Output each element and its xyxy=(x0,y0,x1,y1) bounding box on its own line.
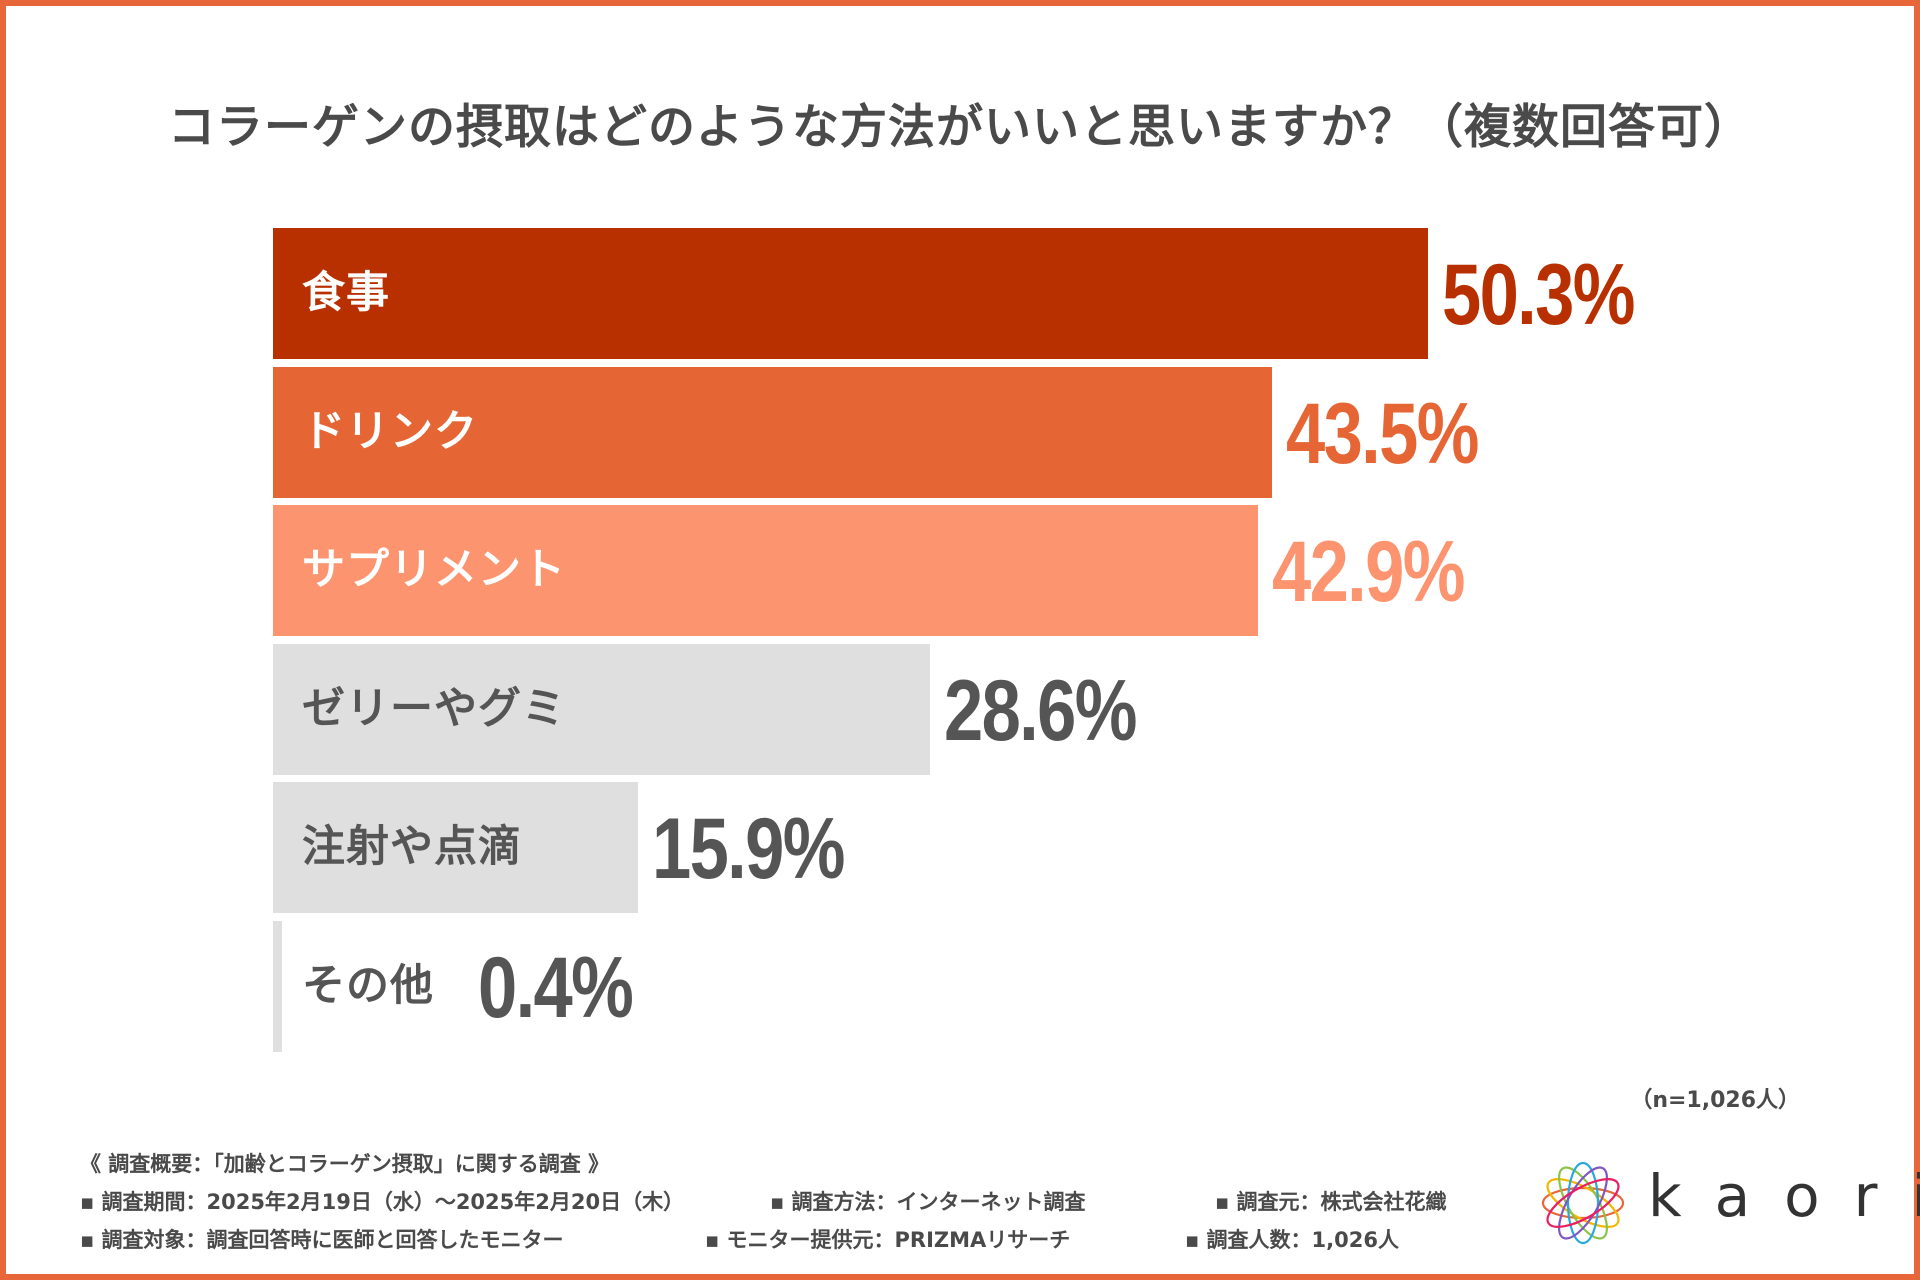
bar-value-1: 50.3% xyxy=(1442,247,1635,343)
bar-value-5: 15.9% xyxy=(652,801,845,897)
kaori-logo-mark-icon xyxy=(1541,1161,1625,1245)
sample-size-note: （n=1,026人） xyxy=(1630,1088,1800,1113)
survey-source: ▪ 調査元：株式会社花織 xyxy=(1215,1190,1447,1214)
survey-count: ▪ 調査人数：1,026人 xyxy=(1185,1228,1399,1252)
bar-4 xyxy=(273,643,930,775)
bar-label-2: ドリンク xyxy=(302,406,478,457)
survey-method: ▪ 調査方法：インターネット調査 xyxy=(770,1190,1086,1214)
bar-3 xyxy=(273,505,1259,636)
survey-summary-heading: 《 調査概要：「加齢とコラーゲン摂取」に関する調査 》 xyxy=(80,1152,610,1176)
bar-6 xyxy=(273,920,283,1052)
bar-5 xyxy=(273,782,639,913)
kaori-logo: kaori xyxy=(1528,1148,1920,1258)
bar-label-5: 注射や点滴 xyxy=(302,822,522,872)
bar-value-2: 43.5% xyxy=(1285,385,1479,482)
bar-label-4: ゼリーやグミ xyxy=(302,683,566,734)
bar-value-6: 0.4% xyxy=(478,939,634,1036)
monitor-provider: ▪ モニター提供元：PRIZMAリサーチ xyxy=(705,1228,1071,1252)
bar-label-3: サプリメント xyxy=(302,545,566,595)
bar-2 xyxy=(273,366,1272,498)
bar-value-4: 28.6% xyxy=(943,662,1137,759)
bar-1 xyxy=(273,228,1428,359)
bar-value-3: 42.9% xyxy=(1272,524,1465,620)
survey-target: ▪ 調査対象：調査回答時に医師と回答したモニター xyxy=(80,1228,564,1252)
kaori-logo-text: kaori xyxy=(1648,1162,1920,1230)
chart-title: コラーゲンの摂取はどのような方法がいいと思いますか？（複数回答可） xyxy=(168,100,1752,155)
bar-label-6: その他 xyxy=(302,960,434,1011)
survey-period: ▪ 調査期間：2025年2月19日（水）～2025年2月20日（木） xyxy=(80,1190,685,1214)
bar-label-1: 食事 xyxy=(302,268,390,318)
